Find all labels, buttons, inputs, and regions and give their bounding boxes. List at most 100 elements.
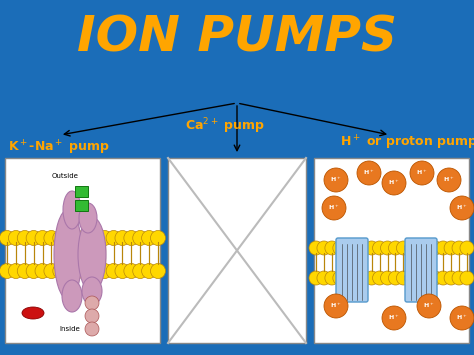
Bar xyxy=(168,158,306,343)
Circle shape xyxy=(382,306,406,330)
Text: H$^+$: H$^+$ xyxy=(388,313,400,322)
Circle shape xyxy=(142,263,156,279)
Circle shape xyxy=(349,241,363,255)
Circle shape xyxy=(115,263,130,279)
Circle shape xyxy=(357,161,381,185)
Text: Outside: Outside xyxy=(52,173,78,179)
Circle shape xyxy=(389,241,402,255)
Circle shape xyxy=(324,294,348,318)
Circle shape xyxy=(382,171,406,195)
Circle shape xyxy=(324,168,348,192)
Circle shape xyxy=(9,230,23,246)
Circle shape xyxy=(420,271,434,285)
Circle shape xyxy=(396,271,410,285)
Text: H$^+$: H$^+$ xyxy=(330,301,342,311)
Text: H$^+$: H$^+$ xyxy=(330,176,342,185)
Circle shape xyxy=(410,161,434,185)
Circle shape xyxy=(80,263,94,279)
Circle shape xyxy=(450,306,474,330)
Circle shape xyxy=(97,263,112,279)
Circle shape xyxy=(389,271,402,285)
Circle shape xyxy=(88,263,103,279)
Circle shape xyxy=(85,322,99,336)
Ellipse shape xyxy=(79,203,97,233)
Circle shape xyxy=(325,241,339,255)
Bar xyxy=(314,158,469,343)
Circle shape xyxy=(106,230,121,246)
Bar xyxy=(75,186,88,197)
Circle shape xyxy=(151,230,165,246)
Text: H$^+$: H$^+$ xyxy=(388,179,400,187)
Bar xyxy=(75,200,88,211)
Text: H$^+$: H$^+$ xyxy=(456,313,468,322)
Circle shape xyxy=(396,241,410,255)
Text: ION PUMPS: ION PUMPS xyxy=(77,14,397,62)
Circle shape xyxy=(341,241,355,255)
Circle shape xyxy=(436,241,450,255)
Circle shape xyxy=(356,271,371,285)
Text: H$^+$: H$^+$ xyxy=(364,169,374,178)
Circle shape xyxy=(85,309,99,323)
Circle shape xyxy=(71,263,86,279)
Circle shape xyxy=(0,230,15,246)
Bar xyxy=(5,158,160,343)
Circle shape xyxy=(460,271,474,285)
FancyBboxPatch shape xyxy=(336,238,368,302)
Circle shape xyxy=(26,263,41,279)
Circle shape xyxy=(26,230,41,246)
Circle shape xyxy=(35,263,50,279)
Circle shape xyxy=(115,230,130,246)
Circle shape xyxy=(309,241,323,255)
Circle shape xyxy=(317,271,331,285)
Circle shape xyxy=(317,241,331,255)
Text: Inside: Inside xyxy=(60,326,81,332)
Circle shape xyxy=(124,230,139,246)
Ellipse shape xyxy=(78,217,106,292)
Circle shape xyxy=(88,230,103,246)
Circle shape xyxy=(9,263,23,279)
Text: Ca$^{2+}$ pump: Ca$^{2+}$ pump xyxy=(185,116,265,136)
Circle shape xyxy=(333,241,347,255)
Circle shape xyxy=(365,271,379,285)
FancyBboxPatch shape xyxy=(405,238,437,302)
Circle shape xyxy=(452,271,466,285)
Circle shape xyxy=(142,230,156,246)
Circle shape xyxy=(44,230,59,246)
Circle shape xyxy=(71,230,86,246)
Circle shape xyxy=(437,168,461,192)
Circle shape xyxy=(62,230,77,246)
Text: K$^+$-Na$^+$ pump: K$^+$-Na$^+$ pump xyxy=(8,139,110,157)
Text: H$^+$: H$^+$ xyxy=(443,176,455,185)
Circle shape xyxy=(309,271,323,285)
Circle shape xyxy=(325,271,339,285)
Ellipse shape xyxy=(82,277,102,305)
Circle shape xyxy=(349,271,363,285)
Circle shape xyxy=(460,241,474,255)
Circle shape xyxy=(412,271,426,285)
Text: H$^+$: H$^+$ xyxy=(328,203,340,212)
Circle shape xyxy=(80,230,94,246)
Circle shape xyxy=(412,241,426,255)
Circle shape xyxy=(404,271,419,285)
Text: H$^+$: H$^+$ xyxy=(416,169,428,178)
Circle shape xyxy=(417,294,441,318)
Circle shape xyxy=(444,241,458,255)
Ellipse shape xyxy=(63,191,81,229)
Text: H$^+$: H$^+$ xyxy=(456,203,468,212)
Circle shape xyxy=(333,271,347,285)
Circle shape xyxy=(420,241,434,255)
Circle shape xyxy=(428,271,442,285)
Circle shape xyxy=(85,296,99,310)
Circle shape xyxy=(62,263,77,279)
Circle shape xyxy=(53,230,68,246)
Ellipse shape xyxy=(22,307,44,319)
Circle shape xyxy=(373,271,387,285)
Text: H$^+$: H$^+$ xyxy=(423,301,435,311)
Circle shape xyxy=(17,263,32,279)
Circle shape xyxy=(373,241,387,255)
Circle shape xyxy=(124,263,139,279)
Circle shape xyxy=(404,241,419,255)
Text: H$^+$ or proton pump: H$^+$ or proton pump xyxy=(340,134,474,152)
Circle shape xyxy=(381,241,394,255)
Circle shape xyxy=(322,196,346,220)
